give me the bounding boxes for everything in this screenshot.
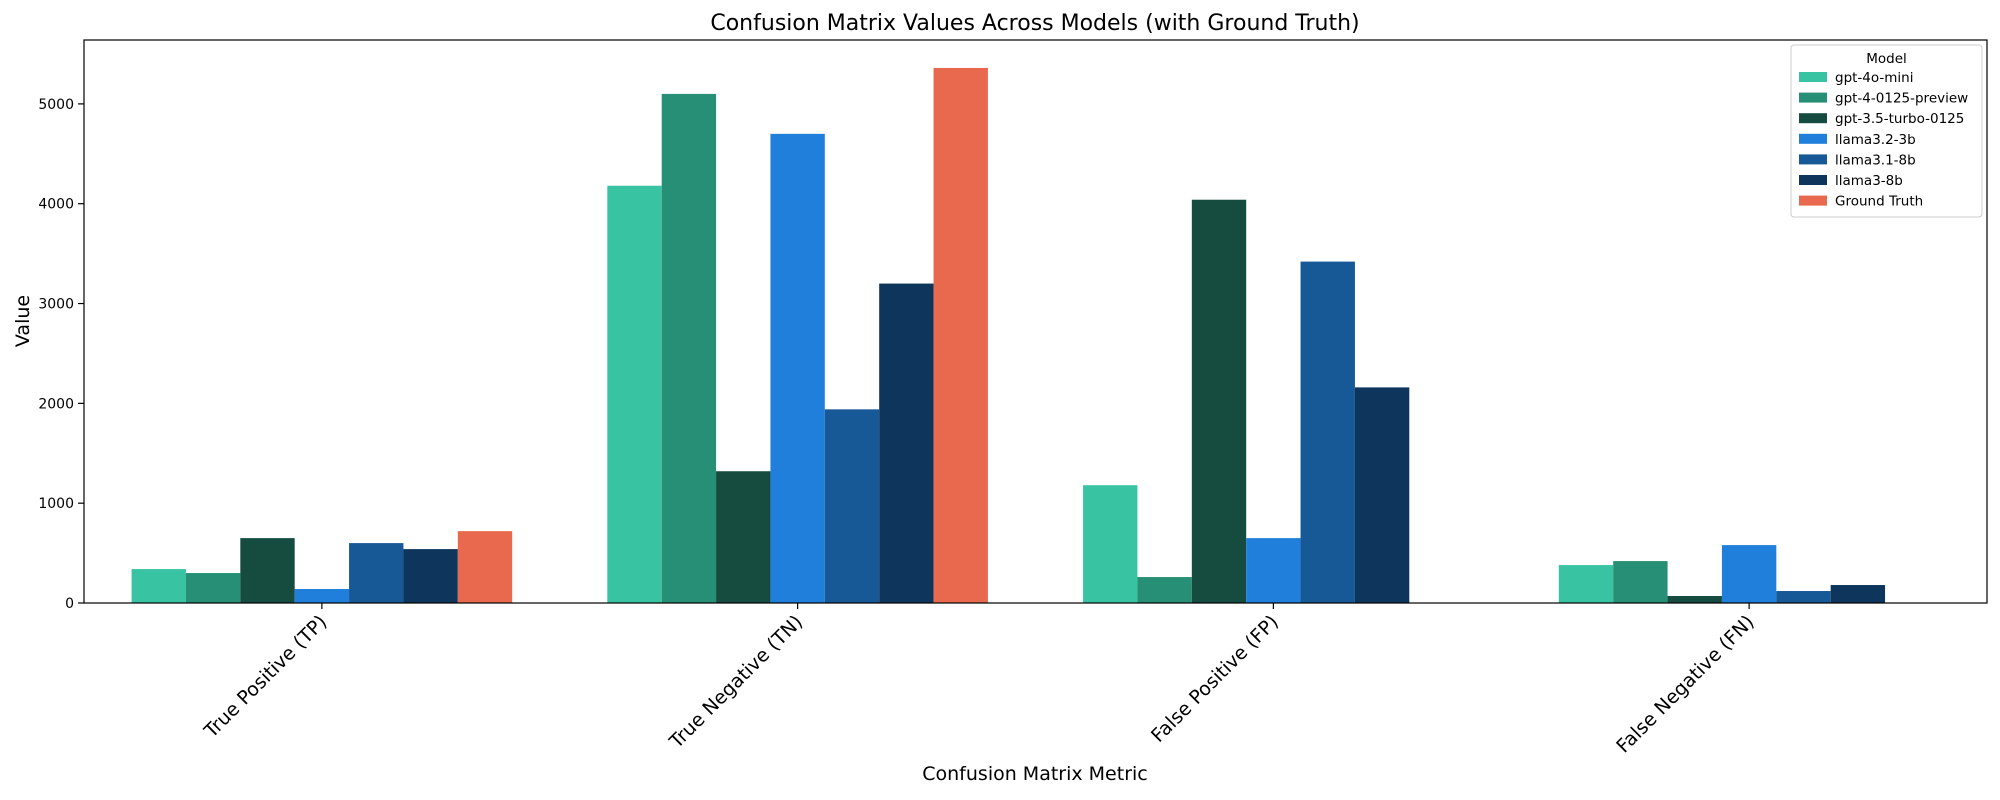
y-axis: 0 1000 2000 3000 4000 5000 [38, 97, 84, 612]
x-tick-label: False Positive (FP) [1147, 611, 1283, 747]
chart-title: Confusion Matrix Values Across Models (w… [710, 11, 1359, 36]
bar-llama3-2-3b-1 [770, 133, 825, 604]
x-axis-label: Confusion Matrix Metric [922, 763, 1147, 785]
bar-gpt-3-5-turbo-0125-0 [240, 538, 295, 603]
bar-ground-truth-1 [933, 67, 988, 603]
bar-llama3-2-3b-0 [294, 589, 350, 603]
y-tick-label: 2000 [38, 396, 74, 412]
legend-swatch [1799, 72, 1827, 82]
legend-box [1790, 44, 1983, 218]
plot-frame [83, 39, 1988, 604]
legend-entry-label: gpt-4-0125-preview [1835, 91, 1968, 107]
bar-llama3-8b-2 [1354, 387, 1410, 603]
bar-gpt-4o-mini-1 [607, 185, 662, 603]
bar-llama3-1-8b-2 [1300, 261, 1355, 603]
bar-llama3-8b-1 [879, 283, 934, 603]
legend-swatch [1799, 195, 1827, 206]
y-tick-label: 3000 [38, 297, 74, 313]
bar-gpt-3-5-turbo-0125-2 [1191, 199, 1247, 603]
x-tick-label: True Negative (TN) [665, 611, 807, 753]
bars-layer [131, 67, 1886, 604]
x-tick-label: False Negative (FN) [1612, 611, 1758, 757]
bar-llama3-1-8b-1 [824, 409, 880, 603]
bar-gpt-4o-mini-0 [131, 569, 186, 603]
legend-entry-label: llama3-8b [1835, 173, 1903, 189]
legend-entry-label: llama3.1-8b [1835, 152, 1916, 168]
bar-gpt-3-5-turbo-0125-3 [1667, 596, 1722, 603]
bar-llama3-1-8b-3 [1776, 591, 1831, 603]
bar-llama3-1-8b-0 [349, 543, 404, 603]
legend-entry-label: Ground Truth [1835, 194, 1923, 210]
legend-swatch [1799, 113, 1827, 124]
bar-gpt-3-5-turbo-0125-1 [716, 471, 771, 603]
y-tick-label: 4000 [38, 197, 74, 213]
y-tick-label: 5000 [38, 97, 74, 113]
bar-llama3-2-3b-3 [1721, 545, 1777, 603]
legend-entry-label: gpt-3.5-turbo-0125 [1835, 111, 1964, 127]
legend: Model gpt-4o-mini gpt-4-0125-preview gpt-3.… [1790, 44, 1983, 218]
x-tick-label: True Positive (TP) [199, 611, 331, 743]
bar-ground-truth-0 [457, 531, 513, 603]
bar-gpt-4o-mini-2 [1083, 485, 1138, 603]
legend-title: Model [1866, 51, 1907, 67]
legend-swatch [1799, 154, 1827, 165]
legend-swatch [1799, 133, 1827, 144]
bar-llama3-8b-0 [403, 549, 458, 603]
legend-swatch [1799, 175, 1827, 185]
bar-gpt-4-0125-preview-3 [1613, 561, 1668, 603]
y-tick-label: 1000 [38, 496, 74, 512]
bar-gpt-4-0125-preview-0 [185, 573, 241, 603]
bar-gpt-4-0125-preview-1 [661, 93, 717, 603]
bar-gpt-4-0125-preview-2 [1137, 577, 1192, 603]
bar-llama3-2-3b-2 [1246, 538, 1301, 603]
bar-llama3-8b-3 [1830, 585, 1886, 603]
x-axis: True Positive (TP) True Negative (TN) Fals… [199, 603, 1759, 757]
y-axis-label: Value [12, 295, 34, 347]
y-tick-label: 0 [65, 596, 74, 612]
bar-gpt-4o-mini-3 [1558, 565, 1614, 603]
legend-entry-label: llama3.2-3b [1835, 132, 1916, 148]
legend-swatch [1799, 92, 1827, 103]
legend-entry-label: gpt-4o-mini [1835, 70, 1913, 86]
